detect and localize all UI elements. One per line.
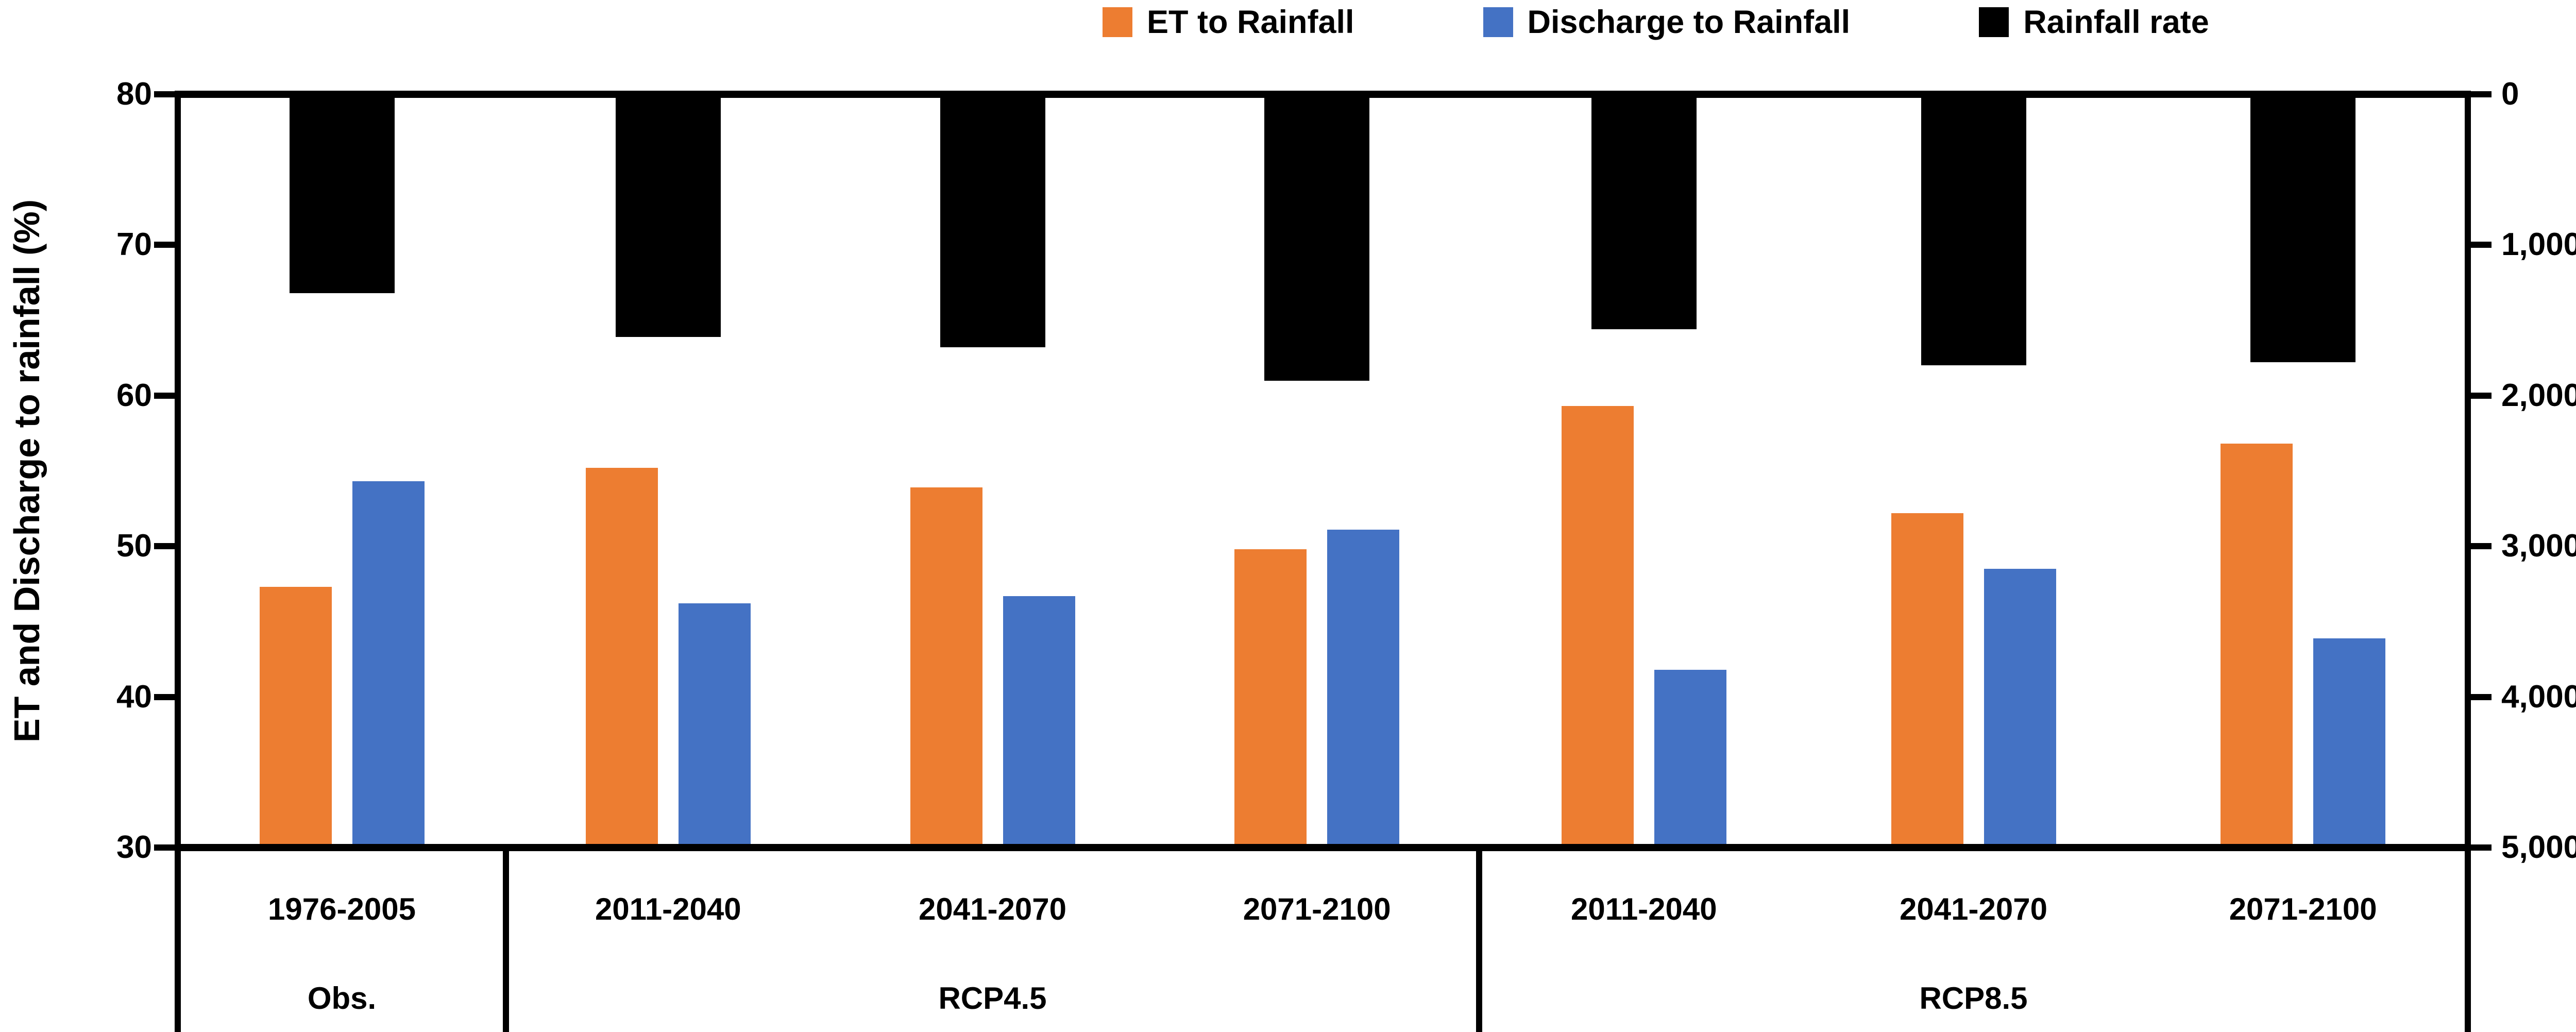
- discharge-to-rainfall-bar: [678, 603, 751, 844]
- right-axis-tick-label: 3,000: [2501, 528, 2576, 564]
- x-axis-period-label: 2041-2070: [1900, 892, 2047, 926]
- discharge-to-rainfall-bar: [1984, 569, 2056, 844]
- legend-swatch-icon: [1103, 7, 1132, 37]
- et-to-rainfall-bar: [910, 487, 982, 844]
- x-axis-period-label: 1976-2005: [268, 892, 416, 926]
- right-axis-tick: [2471, 91, 2492, 97]
- x-axis-line: [175, 844, 2471, 851]
- discharge-to-rainfall-bar: [1327, 530, 1400, 844]
- rainfall-rate-bar: [940, 98, 1045, 348]
- right-axis-tick-label: 1,000: [2501, 227, 2576, 263]
- rainfall-rate-bar: [2250, 98, 2356, 363]
- left-axis-tick-label: 40: [116, 679, 152, 715]
- x-axis-period-label: 2071-2100: [1243, 892, 1391, 926]
- right-axis-line: [2465, 91, 2471, 1032]
- right-axis-tick-label: 4,000: [2501, 679, 2576, 715]
- right-axis-tick-label: 0: [2501, 76, 2519, 112]
- left-axis-tick: [154, 693, 175, 700]
- x-axis-period-label: 2071-2100: [2229, 892, 2377, 926]
- category-divider: [503, 848, 509, 1032]
- x-axis-zone-label: Obs.: [307, 981, 377, 1016]
- right-axis-tick: [2471, 844, 2492, 851]
- legend-item-rainfall-rate: Rainfall rate: [1979, 4, 2209, 40]
- right-axis-tick-label: 2,000: [2501, 377, 2576, 413]
- left-axis-tick: [154, 91, 175, 97]
- left-axis-tick-label: 80: [116, 76, 152, 112]
- et-to-rainfall-bar: [1561, 406, 1634, 844]
- et-to-rainfall-bar: [585, 468, 658, 844]
- et-to-rainfall-bar: [2221, 444, 2293, 844]
- left-axis-tick-label: 60: [116, 377, 152, 413]
- chart-legend: ET to Rainfall Discharge to Rainfall Rainf…: [1103, 4, 2209, 40]
- right-axis-tick-label: 5,000: [2501, 830, 2576, 865]
- x-axis-zone-label: RCP4.5: [938, 981, 1047, 1016]
- et-to-rainfall-bar: [1234, 549, 1307, 844]
- right-axis-tick: [2471, 693, 2492, 700]
- left-axis-title: ET and Discharge to rainfall (%): [7, 199, 47, 743]
- left-axis-tick: [154, 844, 175, 851]
- x-axis-period-label: 2011-2040: [595, 892, 741, 926]
- left-axis-tick-label: 50: [116, 528, 152, 564]
- legend-item-discharge-to-rainfall: Discharge to Rainfall: [1483, 4, 1851, 40]
- et-to-rainfall-bar: [1891, 513, 1963, 844]
- x-axis-period-label: 2041-2070: [919, 892, 1066, 926]
- right-axis-tick: [2471, 543, 2492, 550]
- rainfall-rate-bar: [289, 98, 395, 293]
- rainfall-rate-bar: [1591, 98, 1697, 330]
- plot-top-border: [175, 91, 2471, 98]
- legend-item-et-to-rainfall: ET to Rainfall: [1103, 4, 1354, 40]
- rainfall-rate-bar: [1264, 98, 1370, 381]
- et-to-rainfall-bar: [259, 587, 332, 844]
- legend-swatch-icon: [1483, 7, 1513, 37]
- discharge-to-rainfall-bar: [2313, 638, 2386, 844]
- left-axis-tick-label: 30: [116, 830, 152, 865]
- legend-label: Rainfall rate: [2023, 4, 2209, 40]
- left-axis-tick: [154, 392, 175, 399]
- right-axis-tick: [2471, 392, 2492, 399]
- legend-label: Discharge to Rainfall: [1527, 4, 1851, 40]
- left-axis-tick: [154, 543, 175, 550]
- x-axis-period-label: 2011-2040: [1571, 892, 1717, 926]
- right-axis-tick: [2471, 242, 2492, 248]
- x-axis-zone-label: RCP8.5: [1919, 981, 2028, 1016]
- rainfall-rate-bar: [615, 98, 721, 337]
- left-axis-tick: [154, 242, 175, 248]
- discharge-to-rainfall-bar: [352, 481, 425, 844]
- discharge-to-rainfall-bar: [1003, 596, 1075, 844]
- category-divider: [1476, 848, 1482, 1032]
- left-axis-tick-label: 70: [116, 227, 152, 263]
- discharge-to-rainfall-bar: [1654, 669, 1726, 844]
- legend-label: ET to Rainfall: [1147, 4, 1354, 40]
- rainfall-rate-bar: [1921, 98, 2026, 366]
- legend-swatch-icon: [1979, 7, 2009, 37]
- left-axis-line: [175, 91, 181, 1032]
